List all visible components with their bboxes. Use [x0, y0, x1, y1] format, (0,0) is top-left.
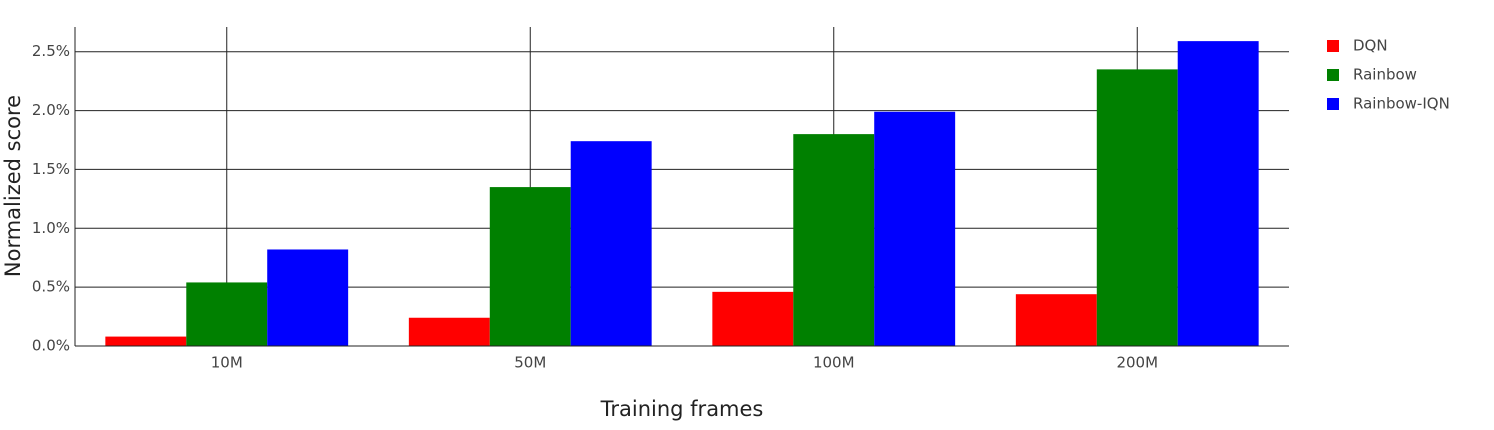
bar — [793, 134, 875, 346]
x-tick-label: 200M — [1116, 354, 1158, 372]
bar — [267, 249, 349, 346]
bar — [712, 291, 794, 346]
x-tick-label: 50M — [514, 354, 546, 372]
bar — [1015, 294, 1097, 346]
bar — [408, 317, 490, 346]
y-tick-label: 2.0% — [32, 101, 70, 119]
bar — [874, 111, 956, 346]
y-tick-label: 0.5% — [32, 278, 70, 296]
bar — [186, 282, 268, 346]
legend-label: DQN — [1353, 37, 1388, 55]
legend-swatch — [1327, 40, 1339, 52]
y-tick-label: 2.5% — [32, 42, 70, 60]
legend-label: Rainbow-IQN — [1353, 95, 1450, 113]
y-tick-label: 1.0% — [32, 219, 70, 237]
bar — [570, 141, 652, 346]
legend-swatch — [1327, 98, 1339, 110]
legend-label: Rainbow — [1353, 66, 1417, 84]
bar — [1096, 69, 1178, 347]
bar — [105, 336, 187, 346]
legend-swatch — [1327, 69, 1339, 81]
x-tick-label: 100M — [813, 354, 855, 372]
x-axis-title: Training frames — [600, 397, 764, 421]
y-tick-label: 1.5% — [32, 160, 70, 178]
y-tick-label: 0.0% — [32, 337, 70, 355]
bar — [1177, 41, 1259, 347]
bar — [489, 187, 571, 346]
x-tick-label: 10M — [211, 354, 243, 372]
y-axis-title: Normalized score — [1, 95, 25, 277]
